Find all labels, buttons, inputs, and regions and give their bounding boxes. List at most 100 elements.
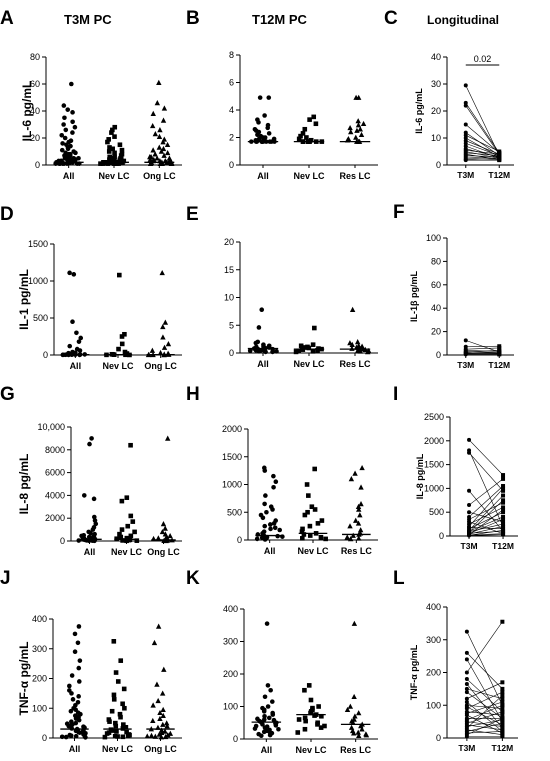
data-point [467, 510, 472, 515]
y-tick-label: 500 [227, 507, 242, 517]
data-point [497, 345, 502, 350]
data-point [106, 149, 112, 154]
y-tick-label: 200 [223, 669, 238, 679]
data-point [467, 437, 472, 442]
data-point [358, 131, 365, 138]
data-point [319, 713, 324, 719]
data-point [500, 734, 505, 739]
data-point [357, 527, 364, 533]
data-point [122, 705, 127, 711]
data-point [268, 526, 273, 532]
data-point [92, 514, 97, 520]
data-point [76, 665, 82, 671]
data-point [273, 723, 279, 728]
panel-title: T12M PC [252, 12, 308, 27]
data-point [155, 623, 162, 629]
data-point [159, 528, 166, 535]
y-tick-label: 0 [60, 536, 65, 546]
panel-letter: F [393, 202, 405, 223]
panel-letter: A [0, 8, 14, 29]
data-point [270, 712, 276, 717]
data-point [272, 525, 278, 531]
y-tick-label: 2000 [45, 513, 65, 523]
data-point [166, 155, 173, 161]
data-point [300, 526, 305, 532]
paired-line [466, 718, 503, 735]
data-point [359, 726, 365, 732]
data-point [256, 120, 261, 125]
data-point [161, 152, 167, 158]
data-point [463, 158, 468, 163]
panel-titles: T3M PC T12M PC Longitudinal [64, 12, 499, 27]
paired-line [465, 152, 500, 156]
paired-line [466, 701, 503, 714]
data-point [467, 488, 472, 493]
data-point [128, 533, 134, 539]
x-tick-label: All [257, 171, 269, 181]
data-point [63, 734, 69, 740]
data-point [165, 341, 172, 347]
data-point [308, 697, 314, 703]
data-point [158, 734, 165, 740]
data-point [298, 343, 304, 349]
data-point [501, 519, 506, 524]
data-point [303, 718, 308, 724]
data-point [260, 722, 265, 727]
data-point [119, 147, 125, 153]
data-point [128, 513, 134, 519]
data-point [75, 640, 81, 646]
data-point [121, 686, 127, 692]
data-point [76, 624, 82, 629]
data-point [254, 536, 260, 542]
data-point [159, 269, 165, 276]
data-point [306, 683, 312, 688]
data-point [161, 666, 167, 672]
data-point [265, 683, 271, 688]
data-point [501, 524, 506, 529]
panel-letter: D [0, 204, 14, 225]
data-point [67, 343, 73, 349]
data-point [300, 131, 306, 136]
data-point [113, 723, 119, 729]
data-point [164, 723, 170, 729]
data-point [81, 493, 87, 498]
x-tick-label: All [257, 359, 269, 369]
data-point [132, 529, 137, 535]
panel-letter: E [186, 204, 199, 225]
data-point [360, 120, 367, 127]
data-point [109, 708, 115, 714]
data-point [119, 498, 125, 504]
data-point [306, 493, 311, 498]
x-tick-label: Ong LC [147, 547, 180, 557]
paired-line [465, 151, 500, 159]
data-point [323, 536, 328, 542]
data-point [124, 538, 129, 544]
y-tick-label: 0 [229, 160, 234, 170]
data-point [266, 131, 272, 136]
data-point [262, 717, 267, 722]
x-tick-label: Nev LC [297, 546, 329, 556]
paired-line [465, 149, 500, 155]
paired-line [468, 450, 504, 527]
y-tick-label: 0 [237, 535, 242, 545]
data-point [299, 529, 305, 534]
data-point [464, 657, 469, 662]
data-point [120, 701, 125, 707]
data-point [117, 272, 122, 278]
data-point [116, 346, 121, 352]
data-point [157, 349, 164, 356]
data-point [112, 733, 118, 739]
data-point [154, 100, 161, 106]
data-point [118, 153, 124, 158]
data-point [259, 733, 264, 739]
data-point [107, 719, 112, 724]
data-point [312, 466, 318, 472]
data-point [77, 658, 83, 663]
data-point [298, 133, 303, 139]
data-point [105, 161, 111, 166]
data-point [353, 134, 359, 140]
data-point [304, 482, 310, 487]
data-point [156, 144, 163, 150]
x-tick-label: Nev LC [293, 359, 325, 369]
data-point [501, 532, 506, 537]
